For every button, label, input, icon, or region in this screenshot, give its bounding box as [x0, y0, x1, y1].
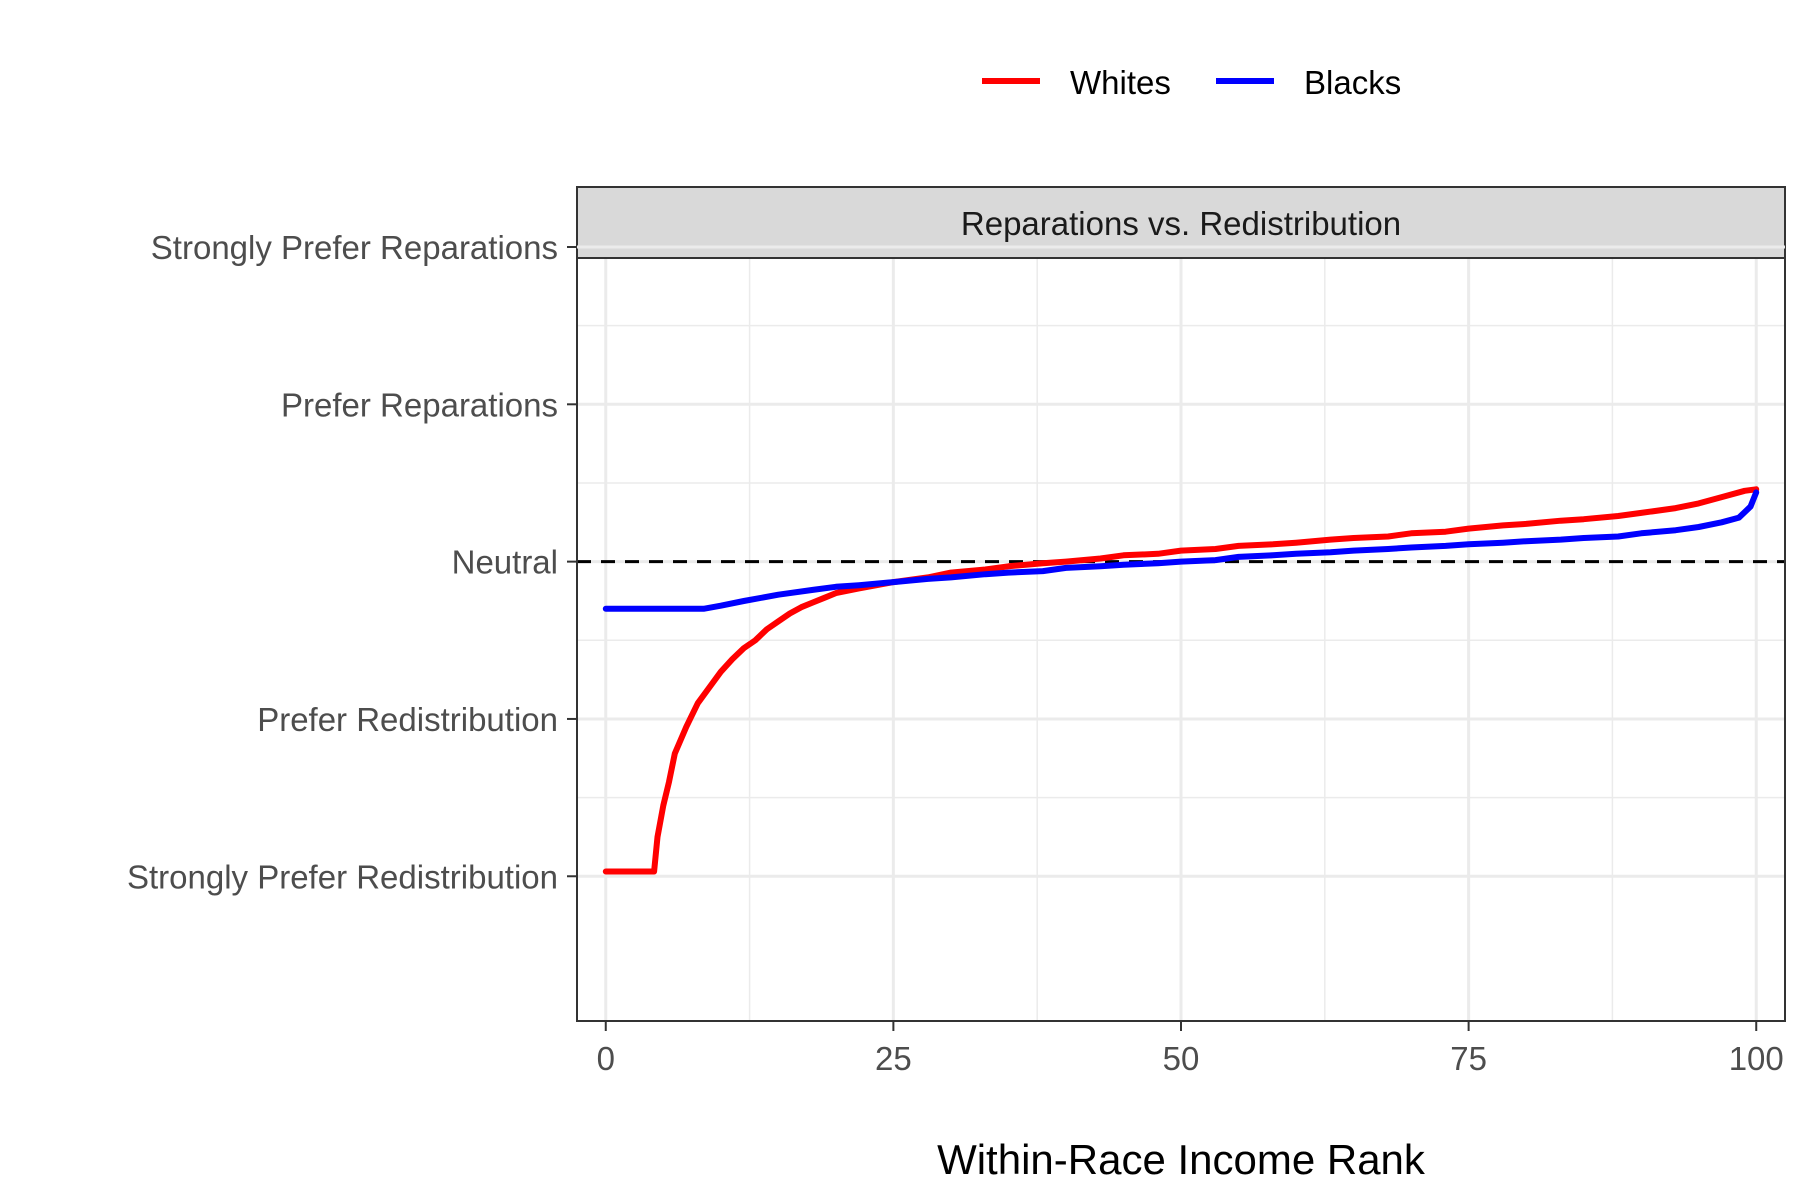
series-line-whites [602, 486, 1760, 875]
x-tick-label: 25 [875, 1040, 912, 1077]
legend: Whites Blacks [982, 64, 1401, 101]
legend-label-whites: Whites [1070, 64, 1171, 101]
y-tick-label: Prefer Reparations [281, 386, 558, 423]
x-tick-label: 50 [1163, 1040, 1200, 1077]
x-axis: 0 25 50 75 100 [597, 1021, 1784, 1077]
legend-label-blacks: Blacks [1304, 64, 1401, 101]
x-tick-label: 75 [1450, 1040, 1487, 1077]
x-tick-label: 0 [597, 1040, 615, 1077]
x-axis-title: Within-Race Income Rank [937, 1136, 1426, 1183]
y-axis: Strongly Prefer Redistribution Prefer Red… [127, 229, 577, 895]
series-line-blacks [602, 489, 1760, 612]
facet-strip-label: Reparations vs. Redistribution [961, 205, 1401, 242]
y-tick-label: Neutral [452, 544, 558, 581]
series-layer [602, 486, 1760, 875]
y-tick-label: Strongly Prefer Reparations [151, 229, 558, 266]
y-tick-label: Strongly Prefer Redistribution [127, 858, 558, 895]
x-tick-label: 100 [1729, 1040, 1784, 1077]
y-tick-label: Prefer Redistribution [257, 701, 558, 738]
